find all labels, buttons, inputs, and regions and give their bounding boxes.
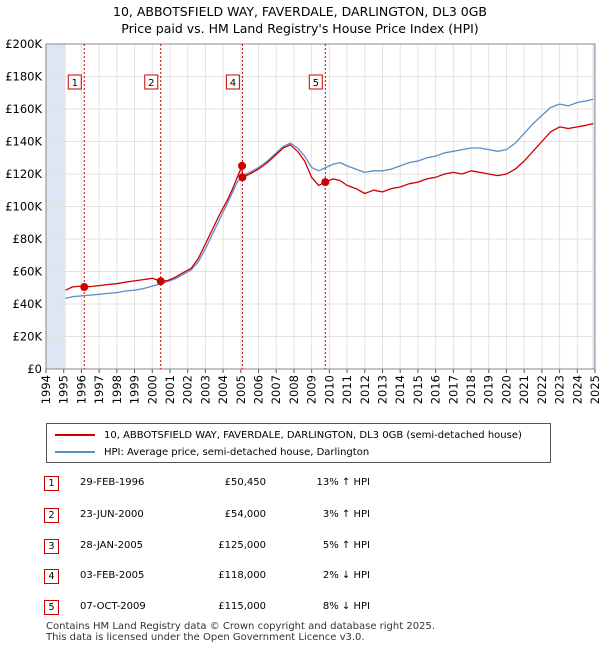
x-tick-label: 2003	[198, 375, 212, 404]
legend-item-property: 10, ABBOTSFIELD WAY, FAVERDALE, DARLINGT…	[47, 427, 522, 443]
x-tick-label: 2015	[411, 375, 425, 404]
legend-swatch-property	[55, 434, 95, 436]
x-tick-label: 2004	[216, 375, 230, 404]
property-price-line	[65, 122, 594, 291]
y-tick-label: £20K	[13, 330, 43, 344]
x-tick-label: 2001	[163, 375, 177, 404]
y-tick-label: £120K	[5, 167, 42, 181]
sale-badge: 4	[44, 569, 59, 584]
sale-hpi: 5% ↑ HPI	[322, 540, 370, 551]
x-tick-label: 2018	[464, 375, 478, 404]
sale-badge: 5	[44, 600, 59, 615]
sale-date: 07-OCT-2009	[80, 601, 146, 612]
sale-price: £118,000	[218, 570, 266, 581]
sale-point	[321, 178, 330, 187]
sale-label-text: 1	[72, 78, 78, 89]
x-tick-label: 2014	[393, 375, 407, 404]
y-tick-label: £200K	[5, 37, 42, 51]
y-tick-label: £40K	[13, 297, 43, 311]
sale-label-text: 2	[148, 78, 154, 89]
x-tick-label: 2019	[482, 375, 496, 404]
sale-date: 29-FEB-1996	[80, 477, 145, 488]
sale-label-box	[225, 74, 240, 90]
x-tick-label: 1995	[57, 375, 71, 404]
x-tick-label: 2024	[570, 375, 584, 404]
x-tick-label: 1994	[39, 375, 53, 404]
footer-licence: This data is licensed under the Open Gov…	[46, 632, 365, 643]
y-tick-label: £80K	[13, 232, 43, 246]
x-tick-label: 2017	[446, 375, 460, 404]
table-row: 3 28-JAN-2005 £125,000 5% ↑ HPI	[0, 539, 600, 556]
legend-label-property: 10, ABBOTSFIELD WAY, FAVERDALE, DARLINGT…	[104, 429, 522, 441]
sale-price: £50,450	[224, 477, 266, 488]
x-tick-label: 2016	[429, 375, 443, 404]
y-tick-label: £140K	[5, 135, 42, 149]
x-tick-label: 2020	[499, 375, 513, 404]
sale-label-box	[144, 74, 159, 90]
y-tick-label: £0	[27, 362, 42, 376]
sale-label-box	[308, 74, 323, 90]
sale-hpi: 3% ↑ HPI	[322, 509, 370, 520]
x-tick-label: 2010	[322, 375, 336, 404]
legend-swatch-hpi	[55, 451, 95, 453]
x-tick-label: 2013	[375, 375, 389, 404]
table-row: 1 29-FEB-1996 £50,450 13% ↑ HPI	[0, 476, 600, 493]
x-tick-label: 2025	[588, 375, 600, 404]
legend-item-hpi: HPI: Average price, semi-detached house,…	[47, 444, 369, 460]
sale-price: £125,000	[218, 540, 266, 551]
sale-badge: 2	[44, 508, 59, 523]
sale-date: 03-FEB-2005	[80, 570, 145, 581]
x-tick-label: 1996	[74, 375, 88, 404]
x-tick-label: 2011	[340, 375, 354, 404]
x-tick-label: 2008	[287, 375, 301, 404]
sale-point	[156, 277, 165, 286]
y-tick-label: £180K	[5, 70, 42, 84]
x-tick-label: 2012	[358, 375, 372, 404]
sale-date: 28-JAN-2005	[80, 540, 144, 551]
table-row: 2 23-JUN-2000 £54,000 3% ↑ HPI	[0, 508, 600, 525]
x-tick-label: 1999	[128, 375, 142, 404]
sale-point	[238, 161, 247, 170]
x-tick-label: 2005	[234, 375, 248, 404]
sale-badge: 1	[44, 476, 59, 491]
x-tick-label: 2021	[517, 375, 531, 404]
sale-hpi: 8% ↓ HPI	[322, 601, 370, 612]
x-tick-label: 2006	[252, 375, 266, 404]
footer-copyright: Contains HM Land Registry data © Crown c…	[46, 621, 435, 632]
sale-hpi: 13% ↑ HPI	[316, 477, 370, 488]
x-tick-label: 1997	[92, 375, 106, 404]
sale-label-box	[67, 74, 82, 90]
table-row: 5 07-OCT-2009 £115,000 8% ↓ HPI	[0, 600, 600, 617]
legend-label-hpi: HPI: Average price, semi-detached house,…	[104, 446, 370, 458]
y-tick-label: £160K	[5, 102, 42, 116]
sale-hpi: 2% ↓ HPI	[322, 570, 370, 581]
sale-price: £115,000	[218, 601, 266, 612]
sale-point	[80, 283, 89, 292]
sale-label-text: 5	[313, 78, 319, 89]
sale-badge: 3	[44, 539, 59, 554]
y-tick-label: £60K	[13, 265, 43, 279]
x-tick-label: 2007	[269, 375, 283, 404]
sale-price: £54,000	[224, 509, 266, 520]
x-tick-label: 2009	[305, 375, 319, 404]
plot-border	[45, 43, 596, 370]
sale-point	[238, 173, 247, 182]
price-chart: £0 £20K £40K £60K £80K £100K £120K £140K £160K £1…	[5, 37, 600, 404]
x-tick-label: 2022	[535, 375, 549, 404]
sale-date: 23-JUN-2000	[80, 509, 144, 520]
table-row: 4 03-FEB-2005 £118,000 2% ↓ HPI	[0, 569, 600, 586]
x-tick-label: 2000	[145, 375, 159, 404]
x-tick-label: 2002	[181, 375, 195, 404]
y-tick-label: £100K	[5, 200, 42, 214]
sale-label-text: 4	[230, 78, 236, 89]
x-tick-label: 1998	[110, 375, 124, 404]
chart-subtitle: Price paid vs. HM Land Registry's House …	[121, 21, 479, 36]
x-tick-label: 2023	[553, 375, 567, 404]
chart-legend: 10, ABBOTSFIELD WAY, FAVERDALE, DARLINGT…	[46, 423, 551, 463]
chart-title: 10, ABBOTSFIELD WAY, FAVERDALE, DARLINGT…	[113, 4, 487, 19]
